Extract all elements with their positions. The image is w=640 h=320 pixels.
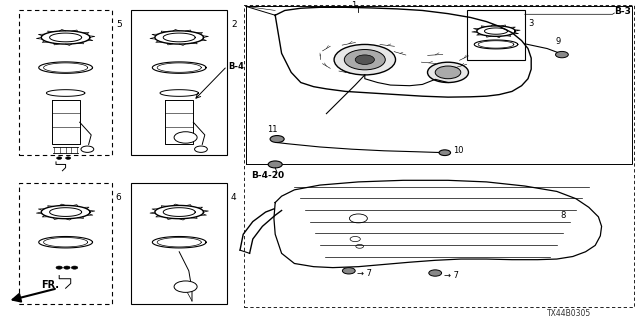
Text: 6: 6 bbox=[116, 193, 122, 202]
Bar bbox=[467, 11, 525, 60]
Text: TX44B0305: TX44B0305 bbox=[547, 308, 591, 317]
Text: → 7: → 7 bbox=[444, 271, 458, 280]
Bar bbox=[19, 11, 112, 155]
Text: FR.: FR. bbox=[42, 280, 60, 290]
Text: 1: 1 bbox=[351, 1, 356, 10]
Circle shape bbox=[65, 157, 70, 159]
Circle shape bbox=[81, 146, 94, 152]
Circle shape bbox=[355, 55, 374, 64]
Circle shape bbox=[174, 132, 197, 143]
Text: 3: 3 bbox=[528, 19, 533, 28]
Circle shape bbox=[429, 270, 442, 276]
Text: B-3: B-3 bbox=[614, 7, 631, 16]
Bar bbox=[19, 183, 112, 304]
Circle shape bbox=[334, 44, 396, 75]
Text: → 7: → 7 bbox=[357, 268, 372, 277]
Circle shape bbox=[344, 50, 385, 70]
Circle shape bbox=[270, 136, 284, 142]
Circle shape bbox=[57, 157, 62, 159]
Circle shape bbox=[195, 146, 207, 152]
Text: 2: 2 bbox=[231, 20, 237, 29]
Text: 5: 5 bbox=[116, 20, 122, 29]
Text: B-4: B-4 bbox=[228, 61, 244, 70]
Circle shape bbox=[342, 268, 355, 274]
Text: B-4-20: B-4-20 bbox=[251, 171, 284, 180]
Circle shape bbox=[556, 52, 568, 58]
Circle shape bbox=[174, 281, 197, 292]
Circle shape bbox=[428, 62, 468, 83]
Circle shape bbox=[72, 266, 78, 269]
Bar bbox=[244, 5, 634, 307]
Text: 9: 9 bbox=[556, 37, 561, 46]
Circle shape bbox=[439, 150, 451, 156]
Text: 11: 11 bbox=[267, 125, 277, 134]
Circle shape bbox=[268, 161, 282, 168]
Bar bbox=[131, 183, 227, 304]
Text: 8: 8 bbox=[560, 211, 565, 220]
Circle shape bbox=[435, 66, 461, 79]
Circle shape bbox=[63, 266, 70, 269]
Text: 10: 10 bbox=[453, 146, 463, 155]
Text: 4: 4 bbox=[231, 193, 237, 202]
Circle shape bbox=[56, 266, 63, 269]
Bar bbox=[246, 6, 632, 164]
Bar bbox=[131, 11, 227, 155]
